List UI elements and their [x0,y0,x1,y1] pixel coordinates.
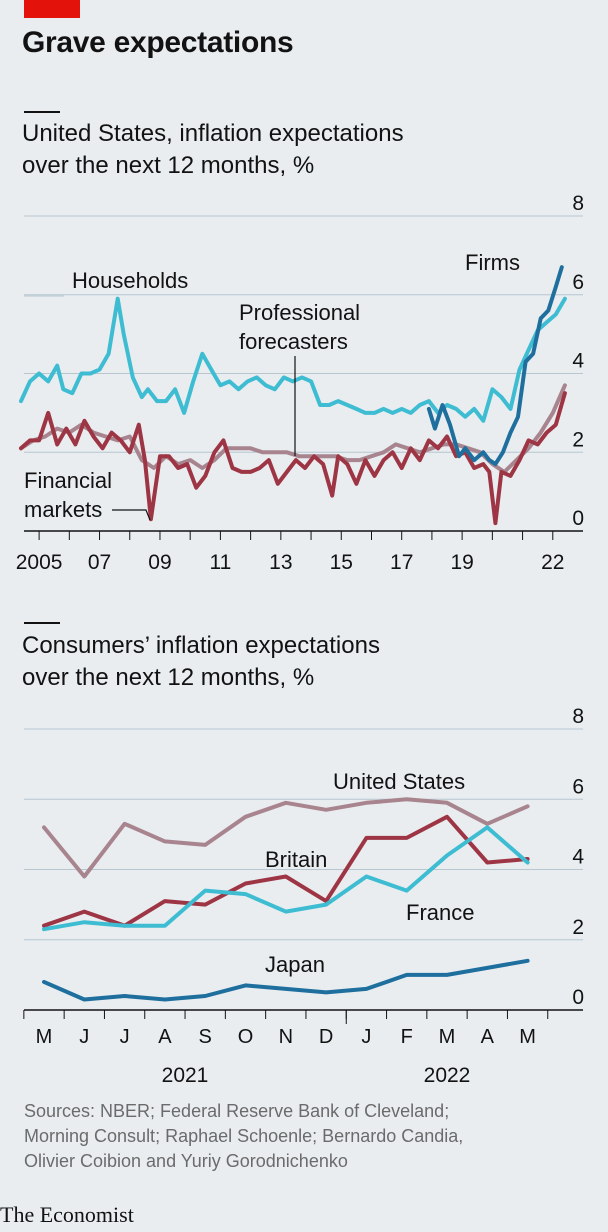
label-households: Households [72,268,188,293]
brand-tag [24,0,80,18]
us-expectations-chart: 0 2 4 6 8 2005 07 09 11 13 15 17 19 22 Households Profe… [16,192,585,574]
label-markets-leader [112,509,151,521]
x-year-label: 2022 [424,1064,471,1087]
x-tick-label-22: 22 [541,551,564,574]
x-tick-label: S [199,1026,212,1048]
x-tick-label: M [439,1026,456,1048]
y-tick-label-2: 2 [572,916,584,939]
label-britain: Britain [265,847,327,872]
y-tick-label-4: 4 [572,350,584,373]
x-tick-label: D [319,1026,333,1048]
x-tick-label-17: 17 [390,551,413,574]
x-tick-label-2005: 2005 [16,551,63,574]
chart1-title: United States, inflation expectations ov… [22,120,404,179]
series-line-firms [426,265,564,467]
label-united-states: United States [333,769,465,794]
chart1-title-rule [24,111,60,113]
y-tick-label-2: 2 [572,428,584,451]
x-tick-label: A [158,1026,172,1048]
chart2-title-rule [24,622,60,624]
y-tick-label-0: 0 [572,507,584,530]
series-line-households [19,296,567,423]
series-line-japan [42,958,530,1002]
label-france: France [406,900,474,925]
y-tick-label-6: 6 [572,271,584,294]
x-tick-label: O [238,1026,254,1048]
x-tick-label: F [401,1026,413,1048]
series-line-united-states [42,797,530,879]
economist-logo: The Economist [0,1202,134,1227]
x-tick-label-07: 07 [88,551,111,574]
x-tick-label-19: 19 [450,551,473,574]
y-tick-label-8: 8 [572,705,584,728]
label-forecasters-line2: forecasters [239,329,348,354]
x-tick-label: N [279,1026,293,1048]
headline: Grave expectations [22,26,294,59]
y-tick-label-4: 4 [572,846,584,869]
label-forecasters-line1: Professional [239,300,360,325]
x-tick-label: J [79,1026,89,1048]
x-tick-label-11: 11 [209,551,231,574]
x-tick-label-09: 09 [148,551,171,574]
series-line-france [42,825,530,932]
series-line-professional-forecasters [19,383,567,474]
y-tick-label-8: 8 [572,192,584,215]
y-tick-label-0: 0 [572,986,584,1009]
label-markets-line1: Financial [24,468,112,493]
x-tick-label-13: 13 [269,551,292,574]
sources-note: Sources: NBER; Federal Reserve Bank of C… [24,1101,464,1171]
x-tick-label: M [36,1026,53,1048]
chart2-title: Consumers’ inflation expectations over t… [22,632,380,691]
x-tick-label: A [481,1026,495,1048]
x-tick-label-15: 15 [330,551,353,574]
x-tick-label: J [361,1026,371,1048]
consumer-expectations-chart: 0 2 4 6 8 M J J A S O N D J F M A M 2021 2022 United States B… [23,705,584,1087]
label-japan: Japan [265,952,325,977]
x-tick-label: J [120,1026,130,1048]
x-tick-label: M [519,1026,536,1048]
x-year-label: 2021 [162,1064,209,1087]
label-firms: Firms [465,250,520,275]
series-line-financial-markets [19,391,567,526]
label-markets-line2: markets [24,497,102,522]
y-tick-label-6: 6 [572,775,584,798]
